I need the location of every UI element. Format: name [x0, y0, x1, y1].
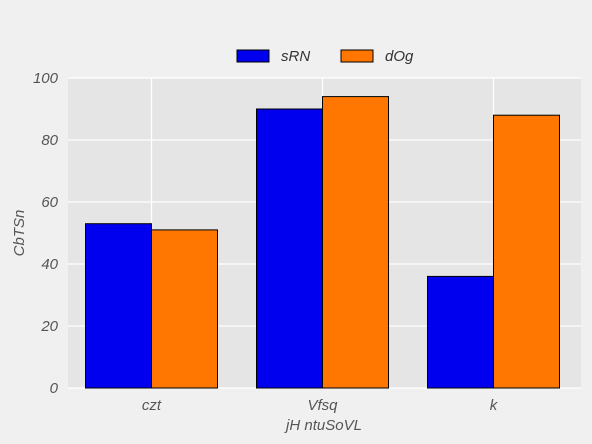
legend-swatch-dOg — [340, 49, 374, 63]
bars-group — [85, 96, 560, 389]
x-axis-label: jH ntuSoVL — [284, 417, 362, 434]
y-axis-ticks: 0 20 40 60 80 100 — [33, 70, 59, 397]
x-tick-label: Vfsq — [307, 397, 338, 414]
x-axis-ticks: czt Vfsq k — [142, 397, 499, 414]
x-tick-label: k — [490, 397, 499, 414]
y-tick-label: 0 — [50, 380, 59, 397]
legend: sRN dOg — [236, 48, 414, 65]
y-axis-label: CbTSn — [11, 210, 28, 257]
legend-label-sRN: sRN — [281, 48, 310, 65]
bar-sRN-Vfsq — [256, 108, 323, 389]
bar-dOg-czt — [151, 229, 218, 389]
x-tick-label: czt — [142, 397, 162, 414]
y-tick-label: 20 — [40, 318, 58, 335]
bar-dOg-Vfsq — [322, 96, 389, 389]
bar-sRN-k — [427, 275, 494, 389]
y-tick-label: 100 — [33, 70, 59, 87]
y-tick-label: 40 — [41, 256, 58, 273]
bar-dOg-k — [493, 114, 560, 389]
bar-sRN-czt — [85, 223, 152, 389]
legend-swatch-sRN — [236, 49, 270, 63]
legend-label-dOg: dOg — [385, 48, 414, 65]
y-tick-label: 60 — [41, 194, 58, 211]
y-tick-label: 80 — [41, 132, 58, 149]
